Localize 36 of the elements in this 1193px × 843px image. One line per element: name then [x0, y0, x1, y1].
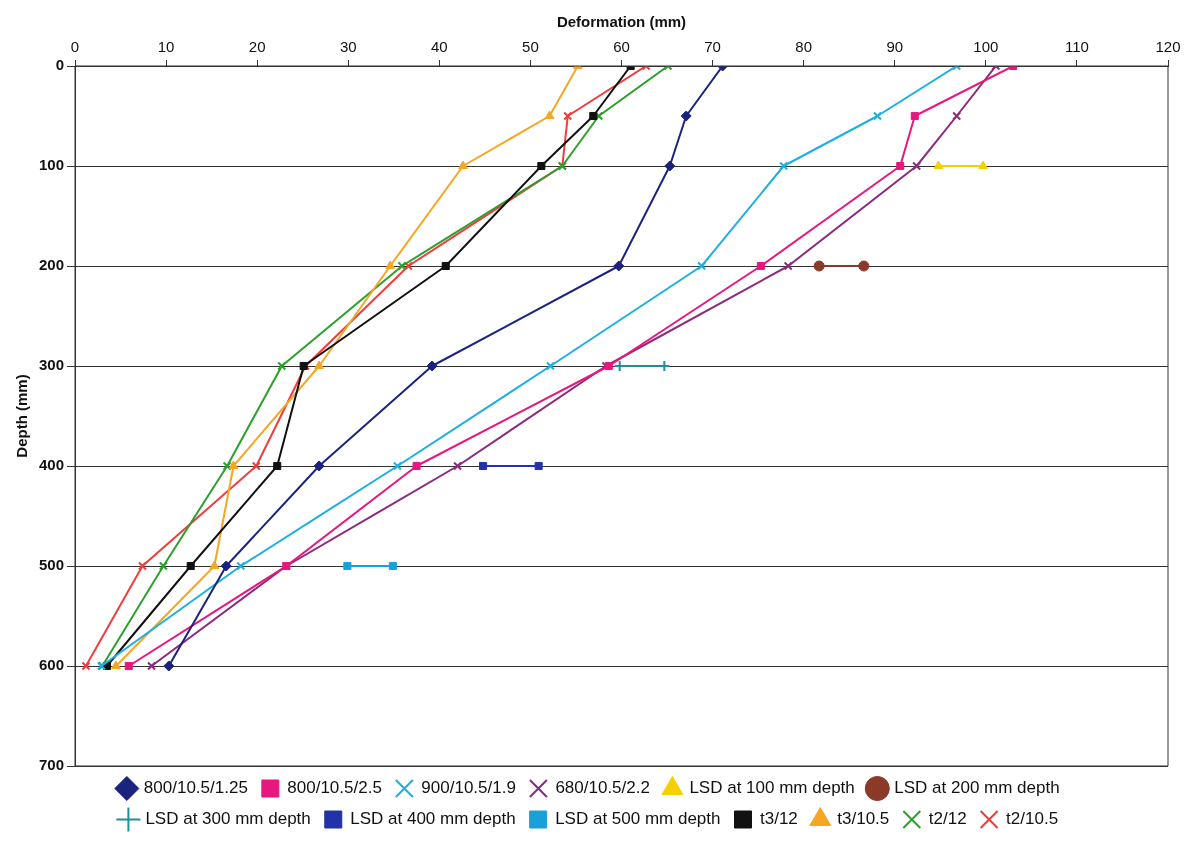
- y-tick-label: 100: [39, 156, 65, 174]
- y-tick-label: 600: [39, 656, 65, 674]
- x-tick-label: 90: [886, 38, 904, 56]
- legend-label: LSD at 300 mm depth: [145, 809, 311, 829]
- y-tick-label: 700: [39, 756, 65, 774]
- legend-label: 800/10.5/1.25: [143, 778, 248, 798]
- y-tick-label: 500: [39, 556, 65, 574]
- x-tick-label: 70: [704, 38, 721, 56]
- legend-label: LSD at 200 mm depth: [894, 778, 1060, 798]
- legend-label: LSD at 100 mm depth: [689, 778, 855, 798]
- x-tick-label: 50: [522, 38, 539, 56]
- x-tick-label: 20: [248, 38, 266, 56]
- y-tick-label: 300: [39, 356, 65, 374]
- x-tick-label: 80: [795, 38, 813, 56]
- x-tick-label: 100: [973, 38, 999, 56]
- y-axis-title: Depth (mm): [13, 374, 31, 458]
- y-tick-label: 400: [39, 456, 65, 474]
- y-tick-label: 0: [55, 56, 65, 74]
- x-tick-label: 10: [157, 38, 175, 56]
- x-tick-label: 40: [431, 38, 448, 56]
- x-tick-label: 0: [70, 38, 80, 56]
- legend-label: t2/10.5: [1006, 809, 1059, 829]
- y-tick-label: 200: [39, 256, 65, 274]
- legend-label: 680/10.5/2.2: [555, 778, 650, 798]
- legend-label: t2/12: [928, 809, 967, 829]
- legend-label: LSD at 500 mm depth: [555, 809, 721, 829]
- x-tick-label: 30: [339, 38, 357, 56]
- legend-label: LSD at 400 mm depth: [350, 809, 516, 829]
- legend-label: t3/10.5: [837, 809, 890, 829]
- x-axis-title: Deformation (mm): [556, 13, 687, 31]
- x-tick-label: 60: [613, 38, 630, 56]
- legend-label: 800/10.5/2.5: [287, 778, 382, 798]
- x-tick-label: 110: [1064, 38, 1089, 56]
- legend-label: 900/10.5/1.9: [421, 778, 516, 798]
- legend-label: t3/12: [760, 809, 798, 829]
- x-tick-label: 120: [1155, 38, 1181, 56]
